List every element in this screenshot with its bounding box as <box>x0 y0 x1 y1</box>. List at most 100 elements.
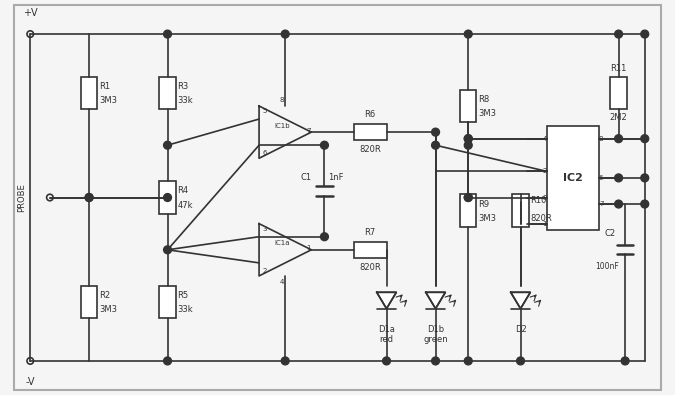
Text: 4: 4 <box>279 279 284 285</box>
Circle shape <box>464 194 472 201</box>
Circle shape <box>321 233 328 241</box>
Circle shape <box>641 30 649 38</box>
Text: 1: 1 <box>306 245 310 252</box>
Bar <box>610 77 627 109</box>
Text: 7: 7 <box>599 201 603 207</box>
Text: R11: R11 <box>610 64 627 73</box>
Text: R2: R2 <box>99 291 110 300</box>
Text: 1: 1 <box>542 221 547 227</box>
Circle shape <box>321 141 328 149</box>
Text: 6: 6 <box>599 175 603 181</box>
Text: 8: 8 <box>279 97 284 103</box>
Text: PROBE: PROBE <box>17 183 26 212</box>
Bar <box>460 90 477 122</box>
Circle shape <box>464 357 472 365</box>
Text: D2: D2 <box>514 325 526 334</box>
Text: 3: 3 <box>542 194 547 201</box>
Polygon shape <box>377 292 396 308</box>
Text: R7: R7 <box>364 228 376 237</box>
Text: D1a: D1a <box>378 325 395 334</box>
Circle shape <box>641 174 649 182</box>
Circle shape <box>281 30 289 38</box>
Text: red: red <box>379 335 394 344</box>
Text: 2: 2 <box>263 268 267 274</box>
Bar <box>354 242 387 258</box>
Bar <box>159 181 176 214</box>
Circle shape <box>464 135 472 143</box>
Text: IC1b: IC1b <box>274 122 290 129</box>
Text: 33k: 33k <box>178 96 193 105</box>
Text: R3: R3 <box>178 82 188 91</box>
Text: 820R: 820R <box>359 263 381 272</box>
Bar <box>547 126 599 230</box>
Text: 8: 8 <box>599 135 603 142</box>
Text: R6: R6 <box>364 110 376 119</box>
Text: C1: C1 <box>300 173 311 182</box>
Polygon shape <box>511 292 531 308</box>
Text: 2M2: 2M2 <box>610 113 628 122</box>
Circle shape <box>615 135 622 143</box>
Circle shape <box>85 194 93 201</box>
Bar <box>512 194 529 227</box>
Circle shape <box>516 357 524 365</box>
Bar <box>460 194 477 227</box>
Text: 47k: 47k <box>178 201 193 210</box>
Circle shape <box>163 246 171 254</box>
Bar <box>354 124 387 140</box>
Text: C2: C2 <box>604 229 616 238</box>
Text: R5: R5 <box>178 291 188 300</box>
Text: D1b: D1b <box>427 325 444 334</box>
Text: 100nF: 100nF <box>595 261 618 271</box>
Circle shape <box>464 135 472 143</box>
Bar <box>81 286 97 318</box>
Text: 4: 4 <box>542 135 547 142</box>
Text: 3M3: 3M3 <box>99 96 117 105</box>
Text: 820R: 820R <box>359 145 381 154</box>
Text: 7: 7 <box>306 128 310 134</box>
Circle shape <box>615 200 622 208</box>
Text: 3M3: 3M3 <box>478 109 496 118</box>
Text: 3M3: 3M3 <box>478 214 496 223</box>
Text: R9: R9 <box>478 199 489 209</box>
Circle shape <box>281 357 289 365</box>
Circle shape <box>615 174 622 182</box>
Circle shape <box>641 200 649 208</box>
Text: 2: 2 <box>542 168 547 174</box>
Text: R4: R4 <box>178 186 188 196</box>
Circle shape <box>163 194 171 201</box>
Text: 3M3: 3M3 <box>99 305 117 314</box>
Circle shape <box>47 194 53 201</box>
Circle shape <box>431 128 439 136</box>
Circle shape <box>27 357 34 364</box>
Polygon shape <box>426 292 446 308</box>
Circle shape <box>163 30 171 38</box>
Text: 3: 3 <box>263 226 267 232</box>
Text: IC1a: IC1a <box>274 240 290 246</box>
Circle shape <box>641 135 649 143</box>
Text: 820R: 820R <box>531 214 552 223</box>
Circle shape <box>464 141 472 149</box>
Circle shape <box>163 357 171 365</box>
Circle shape <box>431 357 439 365</box>
Text: IC2: IC2 <box>563 173 583 183</box>
Circle shape <box>27 31 34 38</box>
Text: green: green <box>423 335 448 344</box>
Bar <box>81 77 97 109</box>
Bar <box>159 286 176 318</box>
Text: 1nF: 1nF <box>327 173 343 182</box>
Text: R10: R10 <box>531 196 547 205</box>
Text: 33k: 33k <box>178 305 193 314</box>
Circle shape <box>163 141 171 149</box>
Circle shape <box>464 30 472 38</box>
Text: -V: -V <box>26 377 35 387</box>
Circle shape <box>615 30 622 38</box>
Circle shape <box>621 357 629 365</box>
Text: 5: 5 <box>263 108 267 114</box>
Bar <box>159 77 176 109</box>
Circle shape <box>464 194 472 201</box>
Circle shape <box>431 141 439 149</box>
Text: +V: +V <box>23 8 38 18</box>
Circle shape <box>383 357 390 365</box>
Circle shape <box>85 194 93 201</box>
Text: R1: R1 <box>99 82 110 91</box>
